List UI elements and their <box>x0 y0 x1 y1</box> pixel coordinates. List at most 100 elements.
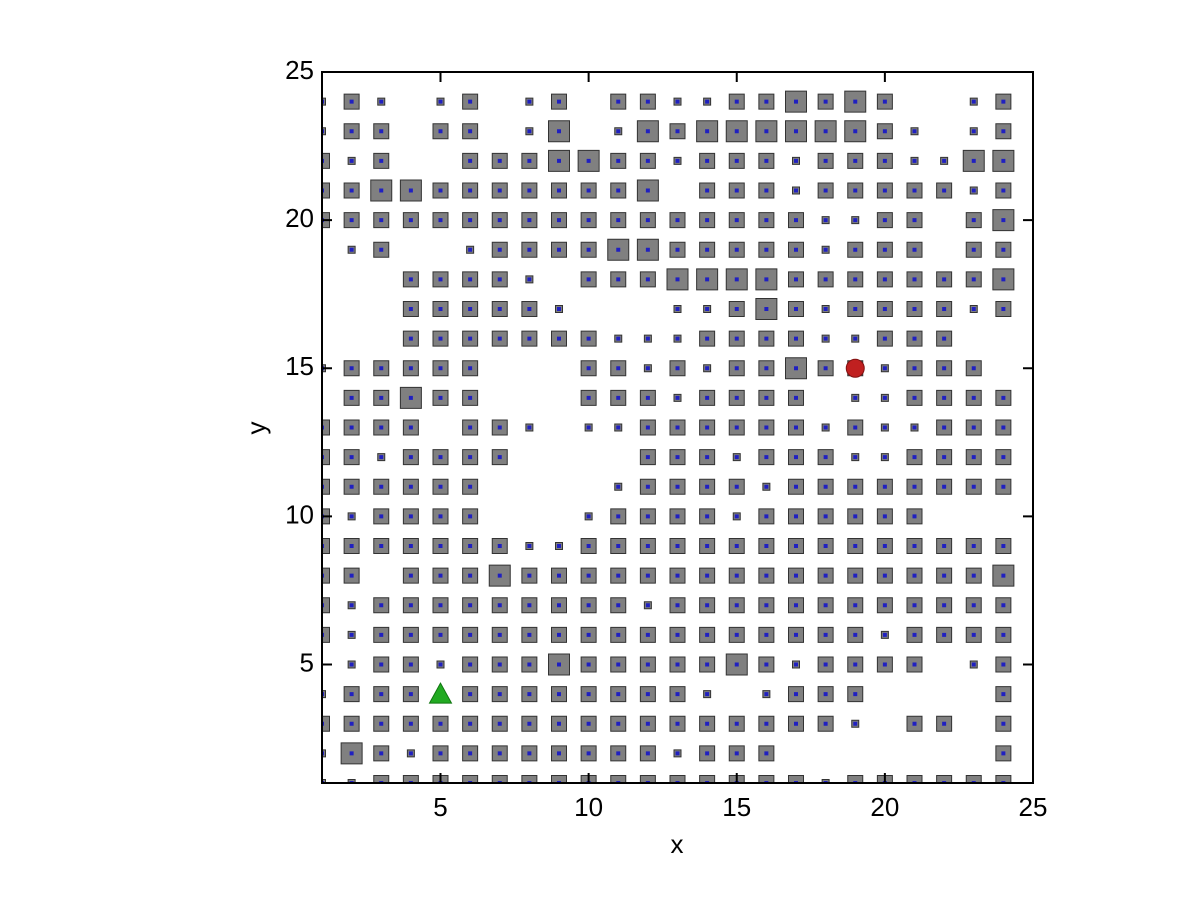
y-tick-label: 20 <box>285 203 314 233</box>
node-core <box>468 158 473 163</box>
node-core <box>912 395 917 400</box>
node-core <box>734 484 739 489</box>
node-core <box>468 692 473 697</box>
node-core <box>645 99 650 104</box>
node-core <box>823 662 828 667</box>
node-core <box>882 514 887 519</box>
node-core <box>675 692 680 697</box>
node-core <box>468 514 473 519</box>
node-core <box>971 366 976 371</box>
node-core <box>349 425 354 430</box>
node-core <box>853 218 858 223</box>
node-core <box>853 129 858 134</box>
node-core <box>705 751 710 756</box>
node-core <box>408 425 413 430</box>
node-core <box>468 603 473 608</box>
node <box>373 775 390 783</box>
node-core <box>468 455 473 460</box>
node <box>995 775 1012 783</box>
node-core <box>527 218 532 223</box>
node-core <box>497 455 502 460</box>
node-core <box>408 662 413 667</box>
node-core <box>823 455 828 460</box>
node-core <box>853 662 858 667</box>
node-core <box>942 307 947 311</box>
node-core <box>912 247 917 252</box>
node-core <box>823 188 828 193</box>
node-core <box>438 603 443 608</box>
node-core <box>912 277 917 282</box>
node-core <box>705 188 710 193</box>
node-core <box>912 662 917 667</box>
node-core <box>468 544 473 548</box>
node-core <box>497 158 502 163</box>
node <box>669 775 686 783</box>
node-core <box>942 277 947 282</box>
node-core <box>438 188 443 193</box>
node-core <box>497 336 502 341</box>
node-core <box>971 662 976 667</box>
node-core <box>764 662 769 667</box>
node-core <box>438 544 443 548</box>
node-core <box>408 544 413 548</box>
node-core <box>853 721 858 726</box>
node-core <box>764 603 769 608</box>
node <box>462 775 479 783</box>
node-core <box>764 277 769 282</box>
node-core <box>912 573 917 578</box>
node-core <box>794 484 798 489</box>
node-core <box>764 632 769 637</box>
node-core <box>616 336 621 341</box>
node-core <box>675 573 680 578</box>
node-core <box>853 514 858 519</box>
node-core <box>527 632 532 637</box>
node-core <box>823 158 828 163</box>
node <box>936 775 953 783</box>
node-core <box>497 425 502 430</box>
node-core <box>586 188 591 193</box>
node-core <box>882 336 887 341</box>
node-core <box>853 247 858 252</box>
x-tick-label: 20 <box>870 792 899 822</box>
goal-marker <box>845 358 865 378</box>
node-core <box>379 514 384 519</box>
node-core <box>794 99 798 104</box>
node-core <box>734 99 739 104</box>
node-core <box>586 662 591 667</box>
node-core <box>794 455 798 460</box>
node-core <box>764 721 769 726</box>
node-core <box>675 721 680 726</box>
node-core <box>1001 99 1006 104</box>
node-core <box>379 218 384 223</box>
node-core <box>379 721 384 726</box>
node-core <box>705 307 710 311</box>
node-core <box>912 307 917 311</box>
node-core <box>616 632 621 637</box>
node-core <box>497 751 502 756</box>
node-core <box>557 247 561 252</box>
x-tick-label: 25 <box>1019 792 1048 822</box>
node-core <box>468 99 473 104</box>
node-core <box>645 573 650 578</box>
node-core <box>349 662 354 667</box>
node-core <box>586 277 591 282</box>
y-tick-label: 10 <box>285 499 314 529</box>
node-core <box>497 247 502 252</box>
node-core <box>823 247 828 252</box>
node-core <box>645 247 650 252</box>
node-core <box>823 721 828 726</box>
node-core <box>1001 188 1006 193</box>
node <box>322 449 330 466</box>
node-core <box>497 721 502 726</box>
node-core <box>645 188 650 193</box>
node-core <box>675 247 680 252</box>
node-core <box>794 218 798 223</box>
node-core <box>882 99 887 104</box>
node-core <box>527 721 532 726</box>
node <box>322 152 330 169</box>
node-core <box>408 188 413 193</box>
node-core <box>616 751 621 756</box>
node-core <box>734 336 739 341</box>
node-core <box>882 455 887 460</box>
